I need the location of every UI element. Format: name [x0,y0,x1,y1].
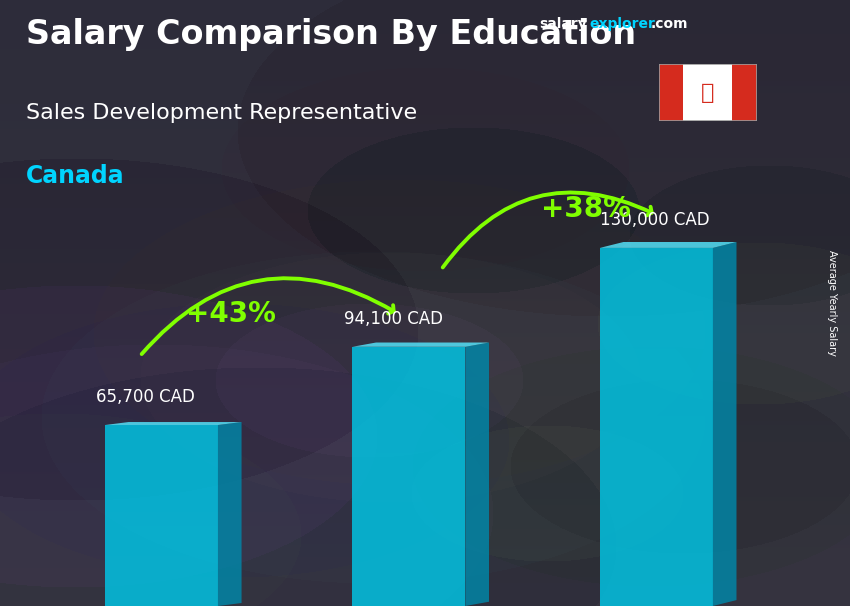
Polygon shape [105,425,218,606]
Text: 94,100 CAD: 94,100 CAD [343,310,443,327]
Text: Average Yearly Salary: Average Yearly Salary [827,250,837,356]
Bar [659,64,683,121]
Polygon shape [105,422,241,425]
Polygon shape [600,248,713,606]
Polygon shape [713,242,736,606]
Polygon shape [353,342,489,347]
Text: 🍁: 🍁 [701,83,714,103]
Polygon shape [218,422,241,606]
Polygon shape [600,242,736,248]
Text: Sales Development Representative: Sales Development Representative [26,103,416,123]
Bar [683,64,732,121]
Text: Canada: Canada [26,164,124,188]
Text: +43%: +43% [186,301,276,328]
Text: explorer: explorer [589,17,654,31]
Text: Salary Comparison By Education: Salary Comparison By Education [26,18,636,51]
Text: salary: salary [540,17,587,31]
Polygon shape [465,342,489,606]
Polygon shape [353,347,465,606]
Bar [732,64,756,121]
Text: 65,700 CAD: 65,700 CAD [96,388,196,406]
Text: .com: .com [651,17,688,31]
Text: +38%: +38% [541,195,632,223]
Text: 130,000 CAD: 130,000 CAD [600,211,710,228]
